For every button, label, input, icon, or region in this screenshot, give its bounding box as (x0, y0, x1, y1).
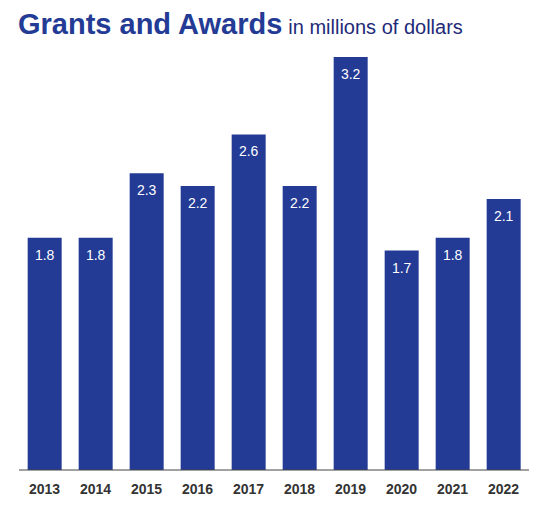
svg-text:2015: 2015 (131, 481, 162, 497)
svg-text:1.8: 1.8 (443, 247, 463, 263)
svg-text:2.1: 2.1 (494, 208, 514, 224)
html-text:Grants and Awards in millions: Grants and Awards in millions of dollars (18, 8, 463, 40)
svg-text:2.2: 2.2 (290, 195, 310, 211)
svg-text:1.7: 1.7 (392, 260, 412, 276)
svg-text:2013: 2013 (29, 481, 60, 497)
svg-text:3.2: 3.2 (341, 66, 361, 82)
svg-text:2.3: 2.3 (137, 182, 157, 198)
svg-text:1.8: 1.8 (35, 247, 55, 263)
svg-text:2.2: 2.2 (188, 195, 208, 211)
svg-text:2019: 2019 (335, 481, 366, 497)
svg-text:1.8: 1.8 (86, 247, 106, 263)
svg-text:2017: 2017 (233, 481, 264, 497)
svg-text:2014: 2014 (80, 481, 111, 497)
svg-text:2020: 2020 (386, 481, 417, 497)
svg-text:2.6: 2.6 (239, 143, 259, 159)
svg-text:2016: 2016 (182, 481, 213, 497)
svg-text:2021: 2021 (437, 481, 468, 497)
svg-text:2018: 2018 (284, 481, 315, 497)
svg-text:2022: 2022 (488, 481, 519, 497)
